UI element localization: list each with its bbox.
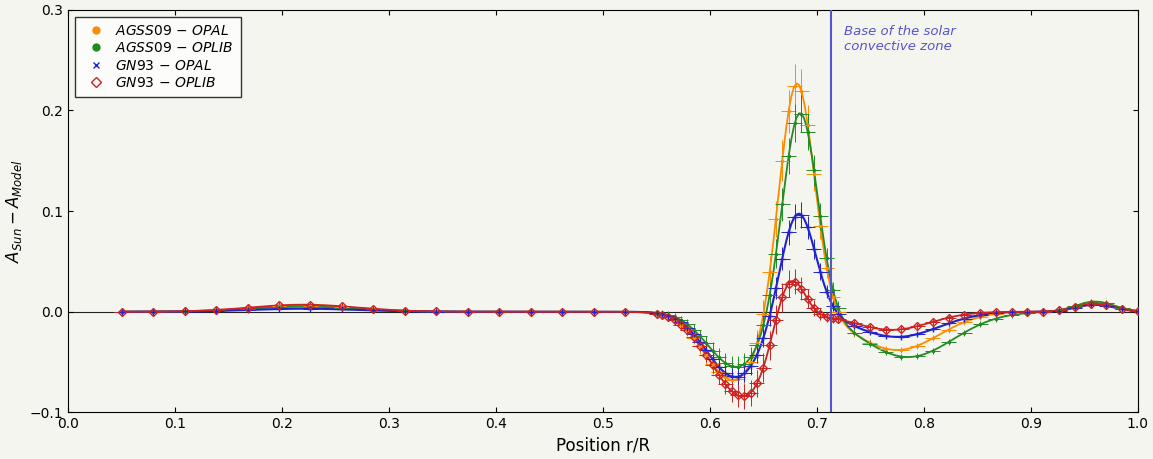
X-axis label: Position r/R: Position r/R [556,437,650,455]
Text: Base of the solar
convective zone: Base of the solar convective zone [844,25,956,53]
Y-axis label: $A_{Sun} - A_{Model}$: $A_{Sun} - A_{Model}$ [5,159,24,263]
Legend: $\mathit{AGSS09}$ $-$ $\mathit{OPAL}$, $\mathit{AGSS09}$ $-$ $\mathit{OPLIB}$, $: $\mathit{AGSS09}$ $-$ $\mathit{OPAL}$, $… [75,17,241,97]
